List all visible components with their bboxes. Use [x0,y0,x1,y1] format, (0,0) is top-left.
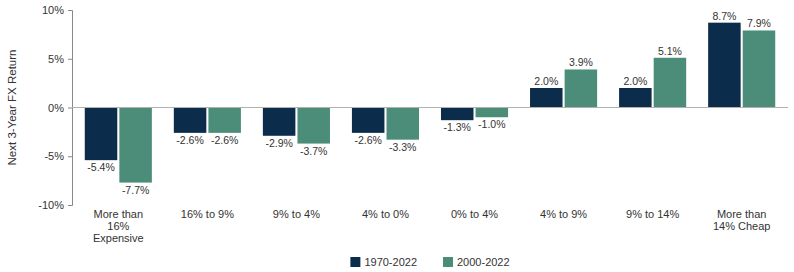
bar [708,23,741,108]
x-tick-label: 9% to 14% [626,208,679,220]
data-label: -1.0% [478,118,505,130]
data-label: -1.3% [444,121,471,133]
legend-item: 2000-2022 [443,256,510,268]
data-label: -3.3% [389,141,416,153]
x-tick: More than14% Cheap [713,205,771,232]
x-tick: 9% to 14% [626,205,679,220]
zero-line [72,107,788,108]
y-tick-label: 10% [42,4,64,16]
data-label: -7.7% [122,184,149,196]
y-tick: 0% [48,102,72,114]
x-tick-label-line: More than [94,208,144,220]
y-axis-title: Next 3-Year FX Return [6,50,18,166]
data-label: -2.6% [354,134,381,146]
x-tick-label: 16% to 9% [181,208,234,220]
chart-svg: -10% -5% 0% 5% 10% Next 3-Year FX Return -5.4%… [0,0,794,272]
data-labels: -5.4% -2.6% -2.9% -2.6% -1.3% 2.0% 2.0% 8.7% -7.… [87,10,771,196]
y-tick-label: -5% [44,150,64,162]
x-tick: 4% to 9% [540,205,587,220]
y-tick-mark [68,59,72,60]
x-tick: More than16%Expensive [93,205,144,244]
data-label: 2.0% [534,75,558,87]
bar [441,108,474,121]
data-label: 5.1% [658,45,682,57]
x-tick-label-line: 14% Cheap [713,220,771,232]
data-label: -3.7% [300,145,327,157]
x-tick-label-line: More than [717,208,767,220]
y-tick-mark [68,10,72,11]
x-tick-label-line: 4% to 9% [540,208,587,220]
plot-area [72,23,788,183]
data-label: -2.9% [265,137,292,149]
bar [297,108,330,144]
x-axis: More than16%Expensive16% to 9%9% to 4%4%… [93,205,771,244]
x-tick-label-line: 0% to 4% [451,208,498,220]
legend-label: 1970-2022 [364,256,417,268]
bar [654,58,687,108]
y-tick-label: -10% [38,199,64,211]
bar [263,108,296,136]
legend: 1970-2022 2000-2022 [350,256,509,268]
y-tick-label: 0% [48,102,64,114]
y-tick: 10% [42,4,72,16]
x-tick-label-line: 4% to 0% [362,208,409,220]
x-tick-label-line: 9% to 4% [273,208,320,220]
bar [476,108,509,118]
x-tick: 4% to 0% [362,205,409,220]
x-tick-label: 4% to 0% [362,208,409,220]
x-tick-label: More than16%Expensive [93,208,144,244]
data-label: 3.9% [569,56,593,68]
y-tick: -10% [38,199,72,211]
x-tick-label-line: 16% [107,220,129,232]
bar [85,108,118,161]
y-tick-mark [68,205,72,206]
bar-series [85,23,741,160]
x-tick-label: 4% to 9% [540,208,587,220]
bar [565,69,598,107]
x-tick: 16% to 9% [181,205,234,220]
x-tick: 0% to 4% [451,205,498,220]
y-tick-label: 5% [48,53,64,65]
legend-item: 1970-2022 [350,256,417,268]
bar [619,88,652,108]
chart-container: -10% -5% 0% 5% 10% Next 3-Year FX Return -5.4%… [0,0,794,272]
x-tick-label-line: 16% to 9% [181,208,234,220]
data-label: 7.9% [747,17,771,29]
data-label: -5.4% [87,161,114,173]
y-tick: -5% [44,150,72,162]
bar [530,88,563,108]
legend-label: 2000-2022 [457,256,510,268]
y-tick: 5% [48,53,72,65]
y-tick-mark [68,156,72,157]
x-tick-label-line: 9% to 14% [626,208,679,220]
x-tick-label-line: Expensive [93,232,144,244]
data-label: 2.0% [623,75,647,87]
x-tick-label: More than14% Cheap [713,208,771,232]
legend-swatch [443,257,453,267]
bar-series [119,30,775,182]
legend-swatch [350,257,360,267]
x-tick: 9% to 4% [273,205,320,220]
data-label: -2.6% [211,134,238,146]
y-axis: -10% -5% 0% 5% 10% [38,4,72,211]
y-axis-line [68,11,73,206]
x-tick-label: 9% to 4% [273,208,320,220]
bar [119,108,152,183]
bar [208,108,241,133]
y-tick-mark [68,108,72,109]
data-label: -2.6% [176,134,203,146]
bar [743,30,776,107]
data-label: 8.7% [712,10,736,22]
bar [387,108,420,140]
x-tick-label: 0% to 4% [451,208,498,220]
bar [352,108,385,133]
bar [174,108,207,133]
